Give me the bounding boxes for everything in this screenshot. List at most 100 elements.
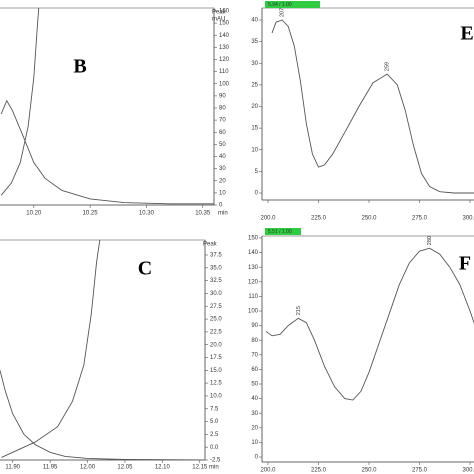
y-tick-label: 0 [219, 203, 223, 209]
curves [271, 19, 474, 194]
y-tick-label: 110 [219, 69, 229, 75]
y-tick-label: 10.0 [210, 394, 222, 400]
panel: 0 10 20 30 40 50 60 70 80 90 100 110 120 130 140 150 200… [248, 228, 474, 474]
x-tick-label: 200.0 [260, 468, 276, 474]
y-tick-label: 120 [219, 57, 230, 63]
x-tick-label: 275.0 [412, 468, 428, 474]
y-tick-label: 35.0 [210, 265, 222, 271]
y-tick-label: 100 [248, 309, 259, 315]
y-tick-label: 5.0 [210, 419, 219, 425]
y-tick-label: 160 [219, 9, 230, 15]
x-tick-label: 250.0 [361, 468, 377, 474]
y-tick-label: 2.5 [210, 432, 219, 438]
y-tick-label: 70 [251, 352, 258, 358]
x-tick-label: 300.0 [462, 468, 474, 474]
y-tick-label: 80 [251, 338, 258, 344]
y-tick-label: 150 [248, 236, 259, 242]
y-tick-label: 15.0 [210, 368, 222, 374]
curves [0, 240, 205, 460]
x-tick-label: 12.00 [80, 465, 96, 471]
x-tick-label: 10.25 [83, 211, 99, 217]
panel: 0 5 10 15 20 25 30 35 40 200.0 225.0 250.0 275.0 300.… [251, 1, 474, 222]
y-tick-label: 5 [255, 169, 259, 175]
y-tick-label: 60 [251, 367, 258, 373]
x-tick-label: 10.20 [26, 211, 42, 217]
y-tick-label: 100 [219, 81, 230, 87]
x-tick-label: 225.0 [311, 468, 327, 474]
curve [1, 240, 101, 458]
y-tick-label: 20 [251, 104, 258, 110]
plot-frame [0, 7, 215, 206]
panel-letter: F [459, 253, 471, 275]
x-axis-label: min [218, 211, 228, 217]
panel-letter: C [138, 258, 152, 280]
panel-letter: B [73, 56, 86, 78]
y-tick-label: 32.5 [210, 278, 222, 284]
curve [0, 99, 214, 205]
y-tick-label: 90 [219, 93, 226, 99]
y-tick-label: 150 [219, 21, 230, 27]
y-axis-header: Peak [203, 242, 218, 248]
x-tick-label: 12.15 [192, 465, 208, 471]
y-tick-label: 50 [219, 142, 226, 148]
y-tick-label: 20.0 [210, 342, 222, 348]
y-tick-label: 12.5 [210, 381, 222, 387]
x-tick-label: 225.0 [311, 216, 327, 222]
y-tick-label: 90 [251, 323, 258, 329]
curve [0, 370, 205, 460]
curves [0, 8, 214, 205]
y-axis-header: Peak [212, 10, 227, 16]
y-tick-label: 22.5 [210, 329, 222, 335]
y-tick-label: 40 [251, 396, 258, 402]
y-tick-label: 20 [251, 425, 258, 431]
y-tick-label: 7.5 [210, 406, 219, 412]
y-tick-label: 140 [219, 33, 230, 39]
y-tick-label: 40 [251, 18, 258, 24]
y-tick-label: 10 [219, 190, 226, 196]
y-tick-label: 0.0 [210, 445, 219, 451]
y-tick-label: 30.0 [210, 291, 222, 297]
panel-letter: E [460, 23, 473, 45]
y-tick-label: 0 [255, 191, 259, 197]
badge-box [265, 228, 301, 235]
peak-label: 207 [280, 8, 286, 17]
y-tick-label: 17.5 [210, 355, 222, 361]
x-tick-label: 10.35 [195, 211, 211, 217]
y-tick-label: 50 [251, 382, 258, 388]
peak-label: 259 [385, 62, 391, 71]
y-axis-label: mAU [212, 17, 225, 23]
y-tick-label: 130 [248, 265, 259, 271]
y-tick-label: 40 [219, 154, 226, 160]
y-tick-label: 110 [248, 294, 258, 300]
y-tick-label: 37.5 [210, 253, 222, 259]
curve [271, 19, 474, 194]
x-tick-label: 300.0 [462, 216, 474, 222]
y-tick-label: 60 [219, 130, 226, 136]
y-tick-label: 30 [219, 166, 226, 172]
y-tick-label: 80 [219, 106, 226, 112]
x-tick-label: 12.05 [117, 465, 133, 471]
y-tick-label: 25.0 [210, 317, 222, 323]
y-tick-label: 120 [248, 279, 259, 285]
badge-box [265, 1, 320, 8]
peak-label: 280 [427, 236, 433, 245]
y-tick-label: 30 [251, 411, 258, 417]
x-tick-label: 12.10 [155, 465, 171, 471]
x-tick-label: 200.0 [260, 216, 276, 222]
plot-frame [261, 7, 474, 201]
curve [265, 247, 474, 401]
x-tick-label: 11.90 [5, 465, 20, 471]
y-tick-label: 15 [251, 126, 258, 132]
y-tick-label: 10 [251, 147, 258, 153]
y-tick-label: 140 [248, 250, 259, 256]
y-tick-label: 35 [251, 39, 258, 45]
x-tick-label: 250.0 [361, 216, 377, 222]
curve [0, 8, 40, 196]
y-tick-label: 27.5 [210, 304, 222, 310]
curves [265, 247, 474, 401]
plot-frame [261, 235, 474, 463]
y-tick-label: 20 [219, 178, 226, 184]
y-tick-label: 25 [251, 82, 258, 88]
y-tick-label: 10 [251, 440, 258, 446]
y-tick-label: 0 [255, 455, 259, 461]
